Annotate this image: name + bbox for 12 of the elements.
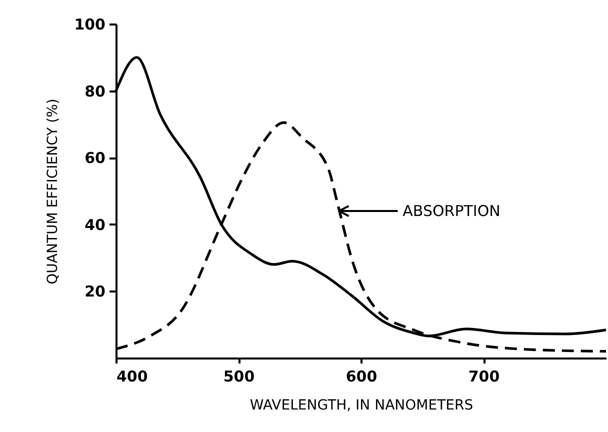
y-tick-label: 20 [84,282,106,301]
y-axis-title: QUANTUM EFFICIENCY (%) [45,98,62,284]
y-tick-label: 80 [84,82,106,100]
x-tick-label: 700 [468,368,500,386]
y-tick-label: 60 [84,149,106,168]
x-tick-label: 600 [346,368,378,386]
y-tick-label: 100 [74,16,106,34]
y-tick-label: 40 [84,216,106,234]
annotation: ABSORPTION [402,202,500,220]
x-tick-label: 400 [116,368,148,386]
x-tick-label: 500 [223,368,255,386]
x-axis-title: WAVELENGTH, IN NANOMETERS [250,398,474,414]
